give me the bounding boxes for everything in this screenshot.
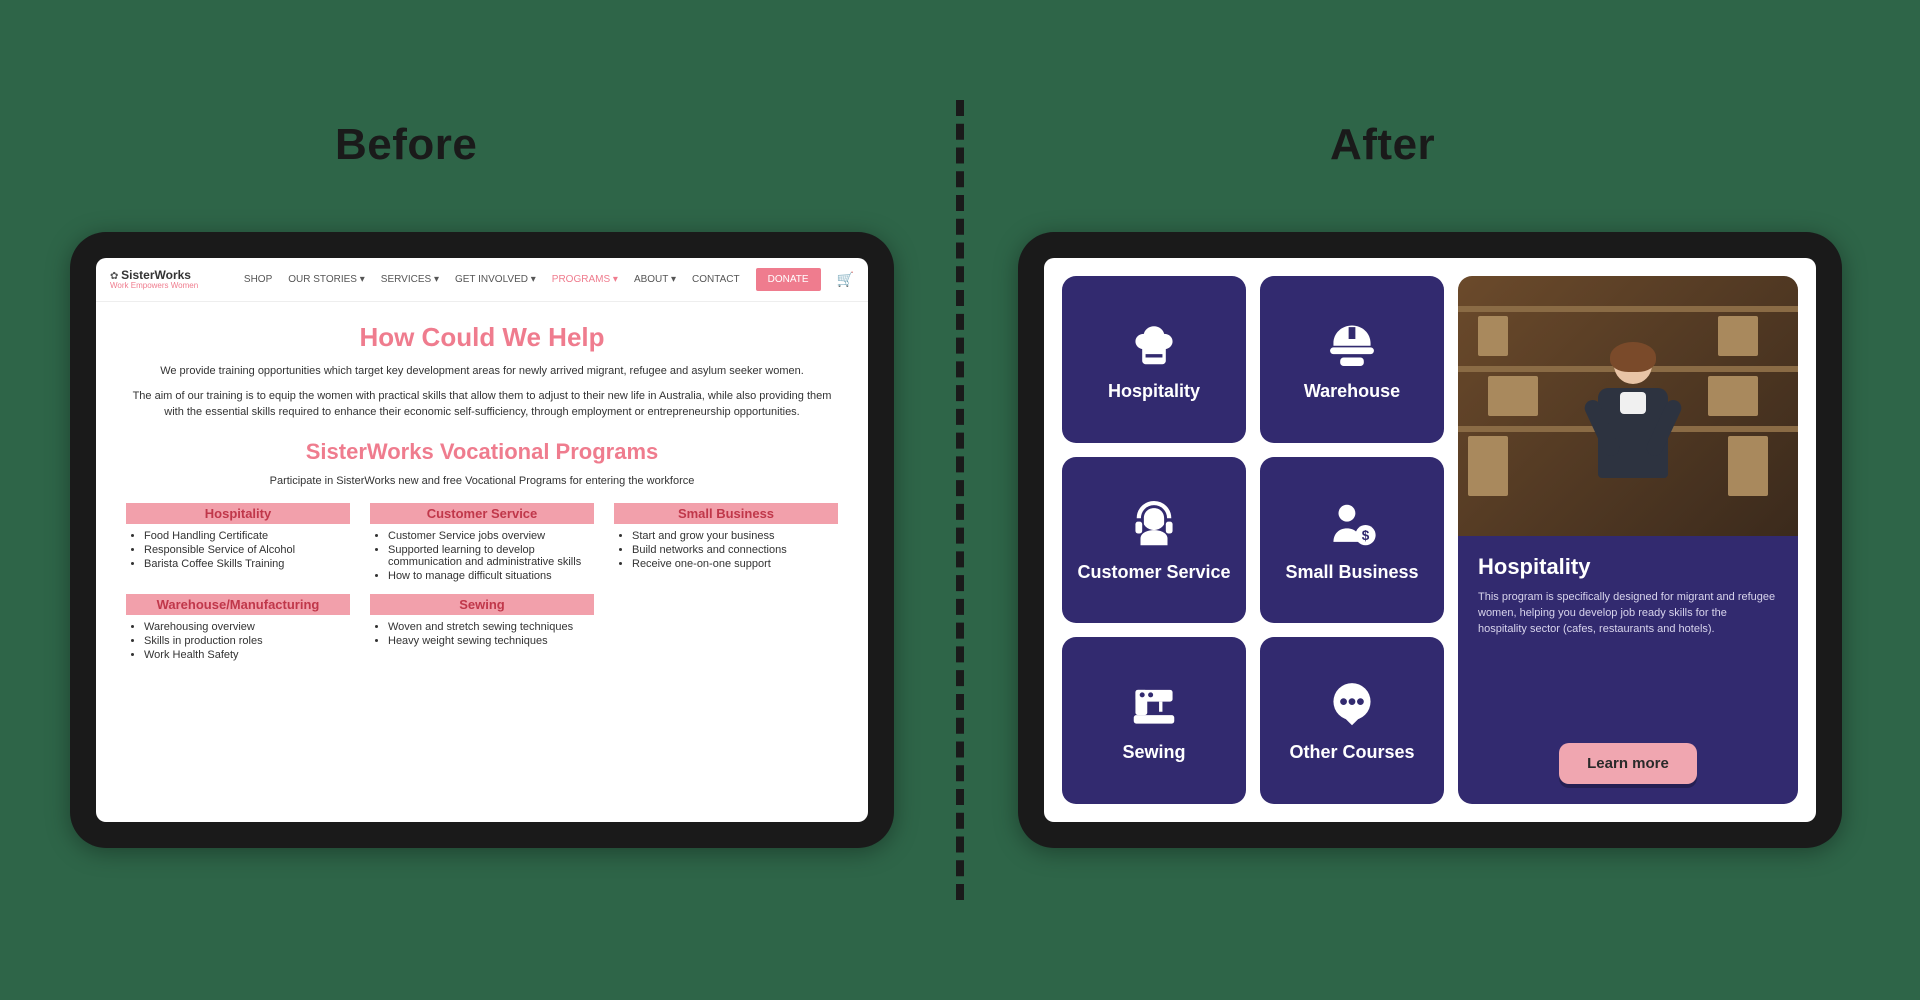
col-warehouse: Warehouse/Manufacturing Warehousing over… [126,594,350,663]
before-screen: ✿ SisterWorks Work Empowers Women SHOP O… [96,258,868,822]
svg-text:$: $ [1362,528,1370,543]
programs-grid: Hospitality Food Handling Certificate Re… [126,503,838,663]
nav-about[interactable]: ABOUT ▾ [634,274,676,285]
heading-programs: SisterWorks Vocational Programs [126,439,838,465]
list-item: How to manage difficult situations [388,570,594,582]
headset-icon [1127,498,1181,552]
tile-customer[interactable]: Customer Service [1062,457,1246,624]
tile-other[interactable]: Other Courses [1260,637,1444,804]
cart-icon[interactable]: 🛒 [837,271,854,288]
sewing-machine-icon [1127,678,1181,732]
before-label: Before [335,120,477,170]
list-item: Skills in production roles [144,635,350,647]
after-tablet-frame: Hospitality Warehouse [1018,232,1842,848]
after-screen: Hospitality Warehouse [1044,258,1816,822]
list-item: Woven and stretch sewing techniques [388,621,594,633]
list-item: Supported learning to develop communicat… [388,544,594,568]
before-nav-bar: ✿ SisterWorks Work Empowers Women SHOP O… [96,258,868,302]
heading-customer: Customer Service [370,503,594,524]
tile-small-business[interactable]: $ Small Business [1260,457,1444,624]
list-item: Build networks and connections [632,544,838,556]
col-hospitality: Hospitality Food Handling Certificate Re… [126,503,350,584]
programs-subtitle: Participate in SisterWorks new and free … [126,473,838,490]
more-dots-icon [1325,678,1379,732]
before-tablet-frame: ✿ SisterWorks Work Empowers Women SHOP O… [70,232,894,848]
heading-sewing: Sewing [370,594,594,615]
hard-hat-icon [1325,317,1379,371]
tile-warehouse[interactable]: Warehouse [1260,276,1444,443]
heading-hospitality: Hospitality [126,503,350,524]
list-item: Food Handling Certificate [144,530,350,542]
detail-photo [1458,276,1798,536]
list-item: Work Health Safety [144,649,350,661]
logo-tagline: Work Empowers Women [110,282,198,290]
list-item: Start and grow your business [632,530,838,542]
barista-illustration [1588,346,1678,526]
nav-shop[interactable]: SHOP [244,274,272,285]
list-item: Customer Service jobs overview [388,530,594,542]
nav-stories[interactable]: OUR STORIES ▾ [288,274,365,285]
tile-label: Hospitality [1108,381,1200,402]
intro-paragraph-1: We provide training opportunities which … [126,363,838,380]
tile-label: Sewing [1122,742,1185,763]
detail-body: This program is specifically designed fo… [1478,590,1778,638]
nav-involved[interactable]: GET INVOLVED ▾ [455,274,536,285]
heading-warehouse: Warehouse/Manufacturing [126,594,350,615]
tile-label: Warehouse [1304,381,1400,402]
heading-small: Small Business [614,503,838,524]
chef-hat-icon [1127,317,1181,371]
tile-label: Customer Service [1077,562,1230,583]
before-content: How Could We Help We provide training op… [96,302,868,677]
tile-label: Other Courses [1289,742,1414,763]
tile-sewing[interactable]: Sewing [1062,637,1246,804]
list-item: Barista Coffee Skills Training [144,558,350,570]
list-item: Heavy weight sewing techniques [388,635,594,647]
nav-services[interactable]: SERVICES ▾ [381,274,439,285]
list-item: Warehousing overview [144,621,350,633]
list-item: Responsible Service of Alcohol [144,544,350,556]
nav-programs[interactable]: PROGRAMS ▾ [552,274,618,285]
site-logo[interactable]: ✿ SisterWorks Work Empowers Women [110,269,198,290]
person-money-icon: $ [1325,498,1379,552]
brand-name: SisterWorks [121,268,191,282]
detail-title: Hospitality [1478,554,1778,580]
program-detail-panel: Hospitality This program is specifically… [1458,276,1798,804]
after-content: Hospitality Warehouse [1044,258,1816,822]
nav-contact[interactable]: CONTACT [692,274,740,285]
tile-hospitality[interactable]: Hospitality [1062,276,1246,443]
program-tiles: Hospitality Warehouse [1062,276,1444,804]
list-item: Receive one-on-one support [632,558,838,570]
intro-paragraph-2: The aim of our training is to equip the … [126,388,838,421]
divider-line [956,100,964,900]
col-small: Small Business Start and grow your busin… [614,503,838,584]
heading-how-help: How Could We Help [126,322,838,353]
donate-button[interactable]: DONATE [756,268,821,291]
nav-links: SHOP OUR STORIES ▾ SERVICES ▾ GET INVOLV… [244,268,854,291]
col-customer: Customer Service Customer Service jobs o… [370,503,594,584]
after-label: After [1330,120,1435,170]
learn-more-button[interactable]: Learn more [1559,743,1697,784]
detail-text-panel: Hospitality This program is specifically… [1458,536,1798,804]
col-sewing: Sewing Woven and stretch sewing techniqu… [370,594,594,663]
tile-label: Small Business [1285,562,1418,583]
